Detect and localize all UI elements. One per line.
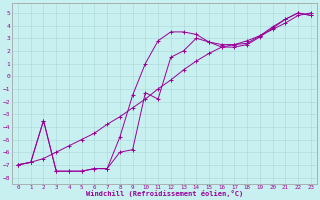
X-axis label: Windchill (Refroidissement éolien,°C): Windchill (Refroidissement éolien,°C) [86,190,243,197]
